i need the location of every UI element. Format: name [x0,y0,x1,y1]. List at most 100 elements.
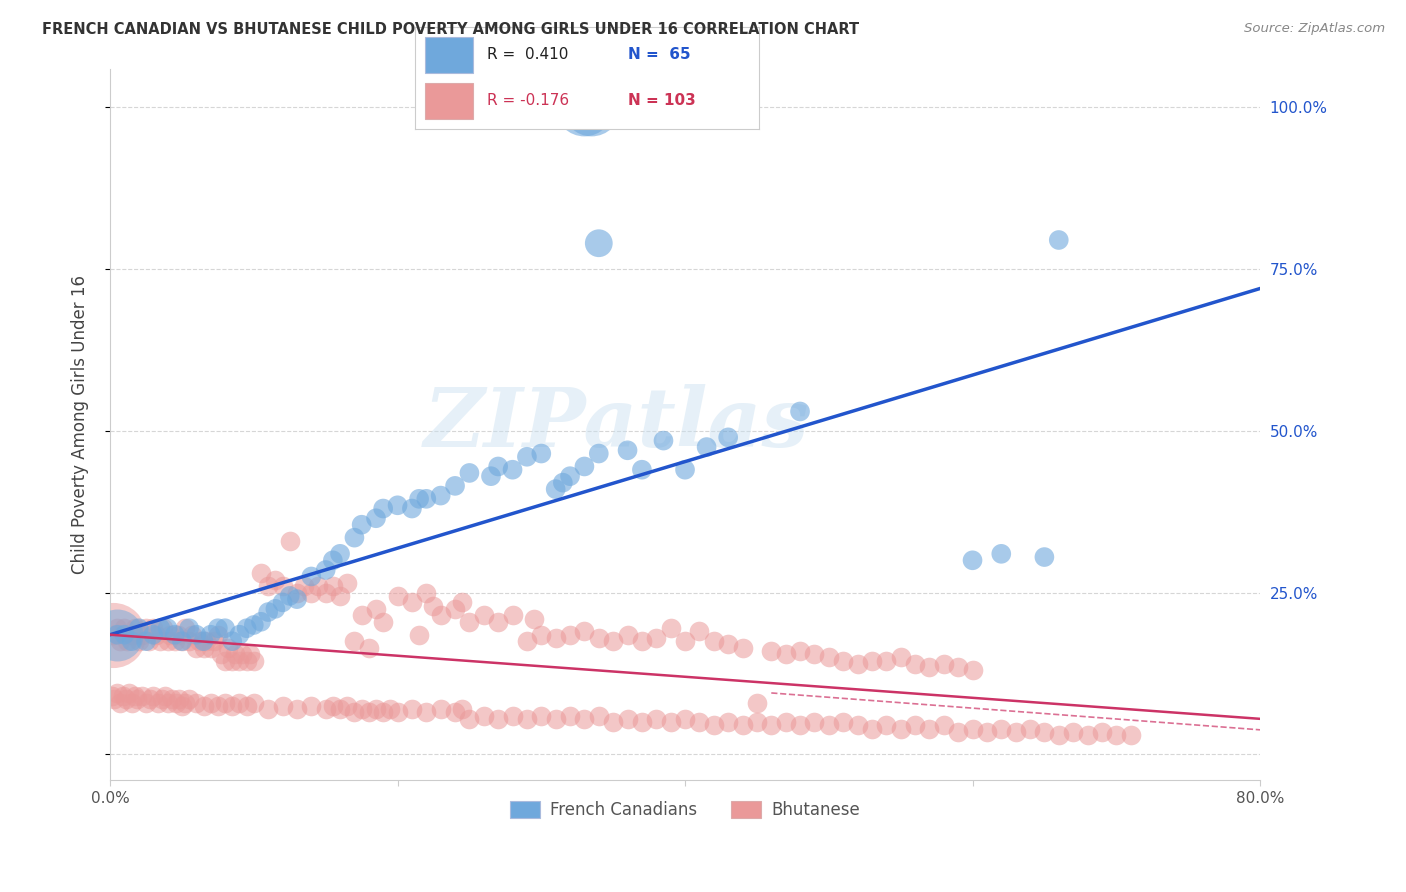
Point [544,482,567,496]
Point [214,696,236,710]
Point [860,722,883,736]
Point [139,692,162,706]
Point [380,702,402,716]
Point [574,100,596,114]
Point [673,463,696,477]
Point [243,654,266,668]
Point [616,712,638,726]
Point [408,628,430,642]
Point [652,434,675,448]
Point [373,501,395,516]
Point [479,469,502,483]
Point [128,621,150,635]
Point [918,722,941,736]
Point [731,640,754,655]
Point [817,650,839,665]
Point [153,689,176,703]
Point [1033,550,1056,565]
Point [703,634,725,648]
Point [100,689,122,703]
Point [101,628,124,642]
Point [387,589,409,603]
Point [186,640,208,655]
Point [217,640,239,655]
Point [299,569,322,583]
Point [962,553,984,567]
Point [731,718,754,732]
Point [458,466,481,480]
Point [103,692,125,706]
Point [111,689,134,703]
Point [631,463,654,477]
Point [962,722,984,736]
Point [188,634,211,648]
Point [221,698,243,713]
Point [308,579,330,593]
Point [105,686,128,700]
Point [659,621,682,635]
Point [688,624,710,639]
Point [451,595,474,609]
Point [264,602,287,616]
Point [167,692,190,706]
Point [163,634,186,648]
Point [932,718,955,732]
Point [108,634,131,648]
Point [415,491,437,506]
Point [530,708,553,723]
Point [444,602,467,616]
Point [588,631,610,645]
Point [946,660,969,674]
Point [486,712,509,726]
Point [228,628,250,642]
Point [149,621,172,635]
Point [516,712,538,726]
Point [257,702,280,716]
Point [373,706,395,720]
Point [673,634,696,648]
Point [558,708,581,723]
Point [221,634,243,648]
Point [904,718,927,732]
Point [558,469,581,483]
Y-axis label: Child Poverty Among Girls Under 16: Child Poverty Among Girls Under 16 [72,275,89,574]
Point [221,654,243,668]
Point [159,628,181,642]
Point [581,100,603,114]
Point [170,634,193,648]
Point [357,706,380,720]
Point [588,446,610,460]
Point [558,628,581,642]
Point [415,585,437,599]
Point [271,579,294,593]
Point [292,579,315,593]
Point [142,628,165,642]
Point [761,644,783,658]
Point [846,718,869,732]
Point [387,706,409,720]
Point [200,640,222,655]
Point [544,631,567,645]
Point [703,718,725,732]
Point [530,628,553,642]
Point [502,463,524,477]
Point [846,657,869,671]
Point [444,706,467,720]
Point [224,647,246,661]
Point [1062,724,1084,739]
Point [717,714,740,729]
Point [105,628,128,642]
Point [200,696,222,710]
Point [135,621,157,635]
Point [458,712,481,726]
Point [890,650,912,665]
Point [257,579,280,593]
Text: Source: ZipAtlas.com: Source: ZipAtlas.com [1244,22,1385,36]
Point [761,718,783,732]
Point [114,621,136,635]
Point [128,634,150,648]
Point [186,628,208,642]
Point [257,605,280,619]
Point [429,489,451,503]
Point [152,621,174,635]
